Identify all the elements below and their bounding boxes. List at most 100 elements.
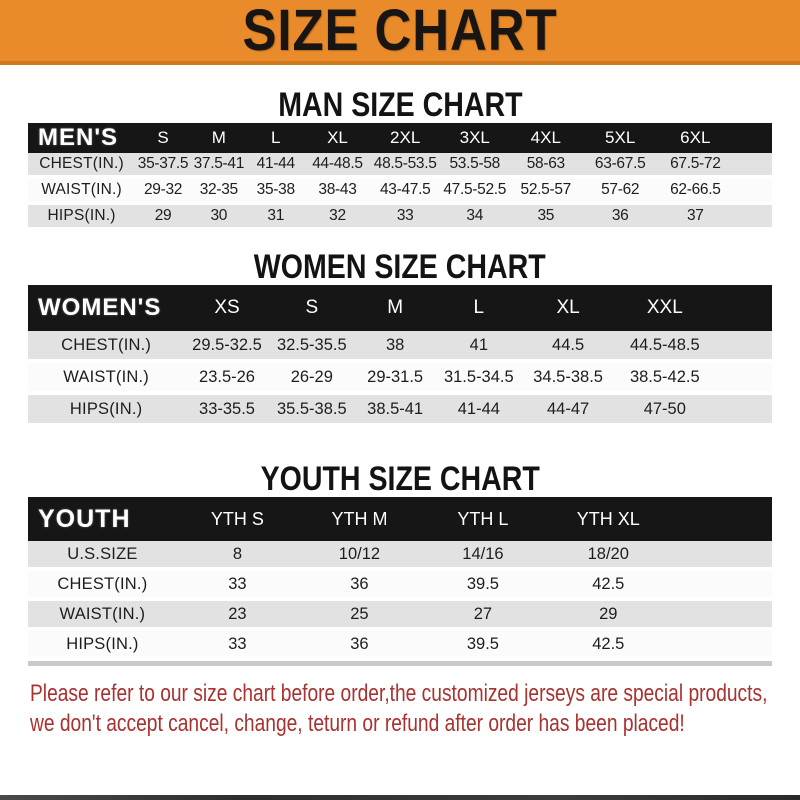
size-value-cell: 34.5-38.5 <box>521 363 615 395</box>
women-column-header: S <box>269 285 354 331</box>
row-spacer <box>714 331 772 363</box>
women-heading-text: WOMEN SIZE CHART <box>254 248 546 286</box>
size-value-cell: 23.5-26 <box>184 363 270 395</box>
row-label: WAIST(IN.) <box>28 363 185 395</box>
size-value-cell: 41-44 <box>246 153 305 179</box>
row-label: CHEST(IN.) <box>28 331 185 363</box>
size-value-cell: 36 <box>582 205 659 231</box>
size-value-cell: 48.5-53.5 <box>370 153 441 179</box>
youth-header-row: YOUTH YTH S YTH M YTH L YTH XL <box>28 497 772 541</box>
youth-column-header: YTH L <box>420 497 546 541</box>
size-value-cell: 30 <box>190 205 247 231</box>
table-row: HIPS(IN.) 33 36 39.5 42.5 <box>28 631 772 661</box>
men-column-header: 2XL <box>370 123 441 153</box>
size-value-cell: 29.5-32.5 <box>184 331 270 363</box>
size-value-cell: 35 <box>509 205 583 231</box>
size-chart-banner: SIZE CHART <box>0 0 800 65</box>
size-value-cell: 32.5-35.5 <box>269 331 354 363</box>
size-value-cell: 44.5 <box>521 331 615 363</box>
table-row: U.S.SIZE 8 10/12 14/16 18/20 <box>28 541 772 571</box>
youth-column-header: YTH XL <box>545 497 672 541</box>
table-row: CHEST(IN.) 33 36 39.5 42.5 <box>28 571 772 601</box>
row-label: HIPS(IN.) <box>28 395 185 427</box>
youth-section-heading: YOUTH SIZE CHART <box>0 461 800 497</box>
youth-column-header: YTH M <box>298 497 421 541</box>
size-value-cell: 41-44 <box>436 395 522 427</box>
row-spacer <box>671 541 772 571</box>
men-column-header: 5XL <box>582 123 659 153</box>
row-label: U.S.SIZE <box>28 541 177 571</box>
youth-column-header: YTH S <box>176 497 299 541</box>
size-value-cell: 44-47 <box>521 395 615 427</box>
row-spacer <box>732 179 772 205</box>
table-row: HIPS(IN.) 33-35.5 35.5-38.5 38.5-41 41-44 44-… <box>28 395 772 427</box>
size-value-cell: 47.5-52.5 <box>440 179 510 205</box>
men-size-table: MEN'S S M L XL 2XL 3XL 4XL 5XL 6XL CHEST(IN.) 35-37… <box>28 123 772 231</box>
women-column-header: XL <box>521 285 615 331</box>
row-label: CHEST(IN.) <box>28 571 177 601</box>
size-value-cell: 36 <box>298 571 421 601</box>
size-value-cell: 27 <box>420 601 546 631</box>
men-section-heading: MAN SIZE CHART <box>0 87 800 123</box>
row-spacer <box>732 153 772 179</box>
row-label: HIPS(IN.) <box>28 631 177 661</box>
size-value-cell: 35-38 <box>246 179 305 205</box>
women-group-label: WOMEN'S <box>28 285 185 331</box>
size-value-cell: 26-29 <box>269 363 354 395</box>
bottom-edge-strip <box>0 795 800 800</box>
size-value-cell: 43-47.5 <box>370 179 441 205</box>
row-spacer <box>714 395 772 427</box>
size-value-cell: 14/16 <box>420 541 546 571</box>
table-row: CHEST(IN.) 35-37.5 37.5-41 41-44 44-48.5 48.5… <box>28 153 772 179</box>
table-row: HIPS(IN.) 29 30 31 32 33 34 35 36 37 <box>28 205 772 231</box>
women-column-header: XXL <box>614 285 715 331</box>
size-value-cell: 25 <box>298 601 421 631</box>
men-column-header: 6XL <box>658 123 733 153</box>
size-value-cell: 42.5 <box>545 631 672 661</box>
size-value-cell: 33 <box>176 631 299 661</box>
row-label: HIPS(IN.) <box>28 205 136 231</box>
size-value-cell: 23 <box>176 601 299 631</box>
size-value-cell: 31.5-34.5 <box>436 363 522 395</box>
men-column-header: XL <box>304 123 371 153</box>
size-value-cell: 34 <box>440 205 510 231</box>
table-row: WAIST(IN.) 29-32 32-35 35-38 38-43 43-47.5 47.… <box>28 179 772 205</box>
size-value-cell: 33 <box>370 205 441 231</box>
size-value-cell: 38.5-42.5 <box>614 363 715 395</box>
women-header-spacer <box>714 285 772 331</box>
women-column-header: XS <box>184 285 270 331</box>
men-header-spacer <box>732 123 772 153</box>
size-value-cell: 53.5-58 <box>440 153 510 179</box>
table-row: WAIST(IN.) 23.5-26 26-29 29-31.5 31.5-34.5 34… <box>28 363 772 395</box>
women-column-header: M <box>353 285 437 331</box>
size-value-cell: 39.5 <box>420 571 546 601</box>
men-heading-text: MAN SIZE CHART <box>277 86 523 124</box>
size-value-cell: 57-62 <box>582 179 659 205</box>
size-value-cell: 62-66.5 <box>658 179 733 205</box>
size-value-cell: 10/12 <box>298 541 421 571</box>
men-column-header: 3XL <box>440 123 510 153</box>
size-value-cell: 38 <box>353 331 437 363</box>
size-value-cell: 52.5-57 <box>509 179 583 205</box>
size-value-cell: 29-31.5 <box>353 363 437 395</box>
row-spacer <box>714 363 772 395</box>
size-value-cell: 58-63 <box>509 153 583 179</box>
size-value-cell: 39.5 <box>420 631 546 661</box>
men-header-row: MEN'S S M L XL 2XL 3XL 4XL 5XL 6XL <box>28 123 772 153</box>
youth-group-label: YOUTH <box>28 497 177 541</box>
order-note: Please refer to our size chart before or… <box>0 679 800 739</box>
table-row: CHEST(IN.) 29.5-32.5 32.5-35.5 38 41 44.5 44.5… <box>28 331 772 363</box>
size-value-cell: 41 <box>436 331 522 363</box>
size-value-cell: 29 <box>545 601 672 631</box>
size-value-cell: 47-50 <box>614 395 715 427</box>
size-value-cell: 33 <box>176 571 299 601</box>
size-value-cell: 37.5-41 <box>190 153 247 179</box>
men-column-header: 4XL <box>509 123 583 153</box>
women-header-row: WOMEN'S XS S M L XL XXL <box>28 285 772 331</box>
youth-heading-text: YOUTH SIZE CHART <box>260 460 540 498</box>
men-column-header: L <box>246 123 305 153</box>
women-size-table: WOMEN'S XS S M L XL XXL CHEST(IN.) 29.5-32.5 32.5… <box>28 285 772 427</box>
row-spacer <box>732 205 772 231</box>
size-value-cell: 35.5-38.5 <box>269 395 354 427</box>
youth-size-table: YOUTH YTH S YTH M YTH L YTH XL U.S.SIZE 8 10/12… <box>28 497 772 666</box>
